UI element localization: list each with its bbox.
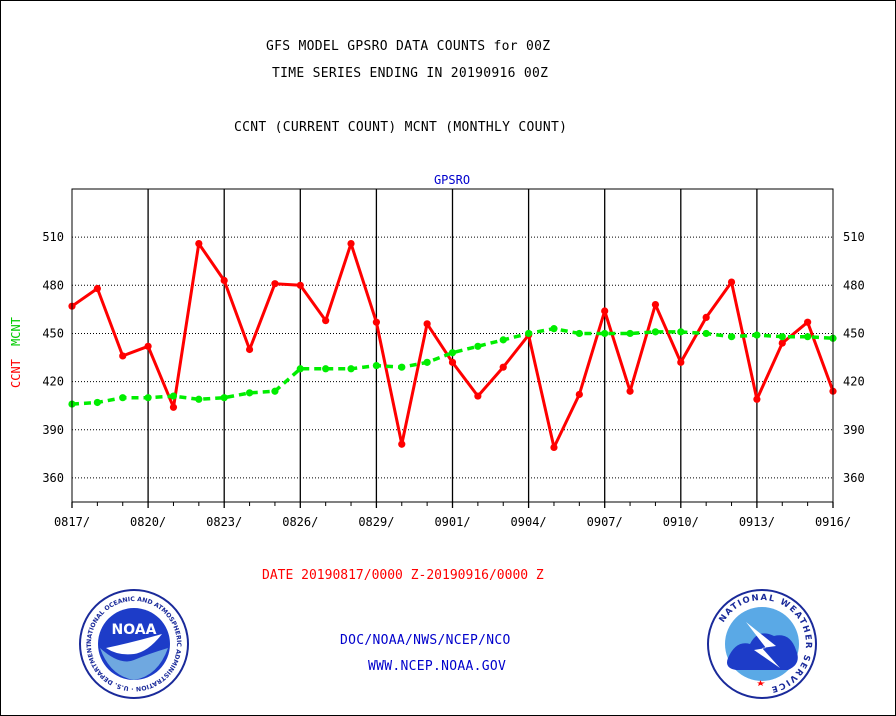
data-point-mcnt [271, 387, 279, 395]
data-point-mcnt [423, 358, 431, 366]
data-point-mcnt [575, 329, 583, 338]
y-tick-label-left: 420 [42, 375, 64, 389]
data-point-mcnt [372, 361, 380, 370]
label-layer: 360 360 390 390 420 420 450 450 480 480 510 510 0817… [42, 230, 864, 529]
data-point-mcnt [169, 392, 178, 400]
y-tick-label-right: 480 [843, 278, 865, 292]
data-point-mcnt [398, 363, 406, 371]
data-point-ccnt [245, 345, 254, 354]
data-point-mcnt [601, 329, 609, 338]
y-tick-label-right: 450 [843, 326, 865, 340]
data-point-ccnt [296, 281, 304, 289]
y-tick-label-right: 510 [843, 230, 865, 244]
y-axis-label-ccnt: CCNT [9, 359, 23, 388]
grid-layer [71, 189, 834, 508]
y-tick-label-right: 420 [843, 375, 865, 389]
data-point-mcnt [448, 349, 457, 357]
chart-title: GPSRO [434, 173, 470, 187]
data-point-mcnt [702, 329, 710, 338]
data-point-ccnt [575, 390, 583, 399]
data-point-ccnt [423, 320, 431, 328]
data-point-ccnt [347, 239, 355, 248]
data-point-mcnt [753, 331, 761, 339]
y-tick-label-left: 360 [42, 471, 64, 485]
data-point-ccnt [601, 307, 609, 315]
footer-line-2: WWW.NCEP.NOAA.GOV [368, 659, 507, 674]
data-point-mcnt [296, 365, 304, 373]
data-point-ccnt [448, 358, 457, 366]
y-tick-label-left: 480 [42, 278, 64, 292]
data-point-ccnt [550, 443, 558, 452]
data-point-ccnt [702, 313, 710, 322]
data-point-mcnt [727, 333, 736, 341]
y-tick-label-right: 390 [843, 423, 865, 437]
data-point-ccnt [119, 352, 127, 360]
data-point-mcnt [195, 395, 203, 403]
data-point-ccnt [804, 318, 812, 326]
x-tick-label: 0907/ [587, 515, 623, 529]
data-point-mcnt [550, 325, 558, 333]
data-point-mcnt [499, 336, 507, 344]
data-point-ccnt [144, 342, 152, 350]
footer-line-1: DOC/NOAA/NWS/NCEP/NCO [340, 633, 511, 648]
y-tick-label-left: 390 [42, 423, 64, 437]
data-point-ccnt [474, 392, 482, 400]
y-tick-label-right: 360 [843, 471, 865, 485]
data-point-ccnt [322, 317, 330, 325]
data-point-ccnt [169, 403, 178, 411]
header-line-1: GFS MODEL GPSRO DATA COUNTS for 00Z [266, 39, 551, 54]
data-point-mcnt [220, 394, 228, 402]
x-tick-label: 0820/ [130, 515, 166, 529]
data-point-mcnt [322, 365, 330, 373]
header-line-2: TIME SERIES ENDING IN 20190916 00Z [272, 66, 549, 81]
data-point-mcnt [804, 333, 812, 341]
y-tick-label-left: 450 [42, 326, 64, 340]
data-point-mcnt [677, 328, 685, 336]
x-tick-label: 0901/ [434, 515, 470, 529]
data-point-ccnt [626, 387, 634, 395]
nws-logo: NATIONAL WEATHER SERVICE [707, 589, 817, 699]
x-tick-label: 0817/ [54, 515, 90, 529]
data-point-ccnt [220, 276, 228, 285]
data-point-mcnt [474, 342, 482, 350]
x-axis-date-label: DATE 20190817/0000 Z-20190916/0000 Z [262, 568, 544, 583]
data-point-ccnt [372, 318, 380, 326]
data-point-ccnt [271, 280, 279, 288]
data-point-ccnt [93, 284, 101, 293]
data-point-mcnt [93, 398, 101, 407]
data-point-mcnt [626, 329, 634, 338]
data-point-ccnt [499, 363, 507, 371]
data-point-mcnt [144, 394, 152, 402]
noaa-logo: NOAA NATIONAL OCEANIC AND ATMOSPHERIC AD… [78, 588, 189, 699]
data-point-mcnt [119, 394, 127, 402]
x-tick-label: 0826/ [282, 515, 318, 529]
x-tick-label: 0910/ [663, 515, 699, 529]
x-tick-label: 0904/ [511, 515, 547, 529]
x-tick-label: 0823/ [206, 515, 242, 529]
data-point-ccnt [651, 300, 660, 309]
header-line-3: CCNT (CURRENT COUNT) MCNT (MONTHLY COUNT… [234, 120, 568, 135]
y-axis-label-mcnt: MCNT [9, 317, 23, 346]
noaa-logo-text: NOAA [112, 622, 157, 638]
plot-area-border [71, 188, 834, 503]
data-point-mcnt [525, 329, 533, 338]
data-point-ccnt [778, 339, 786, 347]
data-point-mcnt [347, 365, 355, 373]
data-point-mcnt [245, 389, 254, 397]
data-point-ccnt [727, 278, 736, 286]
x-tick-label: 0913/ [739, 515, 775, 529]
data-point-ccnt [753, 395, 761, 403]
data-point-mcnt [778, 333, 786, 341]
data-point-ccnt [677, 358, 685, 366]
data-point-ccnt [195, 239, 203, 248]
data-point-ccnt [398, 440, 406, 448]
y-tick-label-left: 510 [42, 230, 64, 244]
x-tick-label: 0829/ [358, 515, 394, 529]
data-point-mcnt [651, 328, 660, 336]
x-tick-label: 0916/ [815, 515, 851, 529]
series-layer [68, 239, 837, 452]
